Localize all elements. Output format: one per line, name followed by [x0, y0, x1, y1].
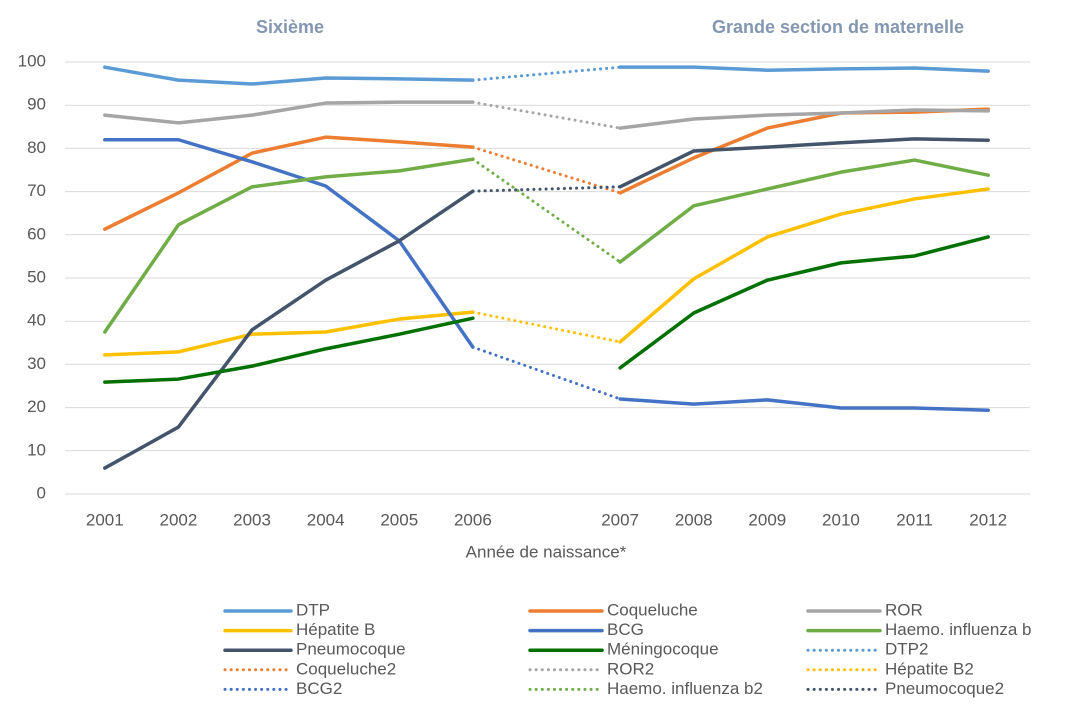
series-line — [471, 157, 622, 264]
series-line — [471, 65, 622, 82]
series-line — [471, 145, 622, 195]
series-line — [471, 185, 622, 193]
series-line — [103, 65, 990, 86]
y-tick-label: 40 — [27, 311, 46, 330]
series-line — [103, 187, 990, 357]
y-tick-label: 90 — [27, 95, 46, 114]
legend-label: BCG2 — [296, 679, 342, 698]
legend-label: BCG — [607, 620, 644, 639]
x-tick-label: 2006 — [454, 510, 492, 529]
x-tick-label: 2002 — [160, 510, 198, 529]
x-tick-label: 2007 — [601, 510, 639, 529]
series-line — [103, 138, 990, 412]
series-line — [471, 100, 622, 130]
series-line — [103, 235, 990, 384]
legend-label: Haemo. influenza b — [885, 620, 1031, 639]
legend-label: Haemo. influenza b2 — [607, 679, 763, 698]
legend-label: DTP — [296, 600, 330, 619]
x-tick-label: 2009 — [748, 510, 786, 529]
legend-label: Hépatite B2 — [885, 659, 974, 678]
x-axis-label: Année de naissance* — [466, 542, 627, 561]
legend-label: Pneumocoque — [296, 640, 406, 659]
series-line — [471, 310, 622, 344]
y-tick-label: 50 — [27, 267, 46, 286]
y-tick-label: 80 — [27, 138, 46, 157]
legend-label: Pneumocoque2 — [885, 679, 1004, 698]
series-line — [103, 100, 990, 130]
annotation: Grande section de maternelle — [712, 17, 964, 37]
x-tick-label: 2008 — [675, 510, 713, 529]
annotation: Sixième — [256, 17, 324, 37]
series-line — [103, 157, 990, 334]
legend-label: Méningocoque — [607, 640, 719, 659]
y-tick-label: 70 — [27, 181, 46, 200]
series-line — [471, 345, 622, 401]
x-tick-label: 2004 — [307, 510, 345, 529]
x-tick-label: 2012 — [969, 510, 1007, 529]
y-tick-label: 20 — [27, 397, 46, 416]
series-line — [103, 137, 990, 470]
x-tick-label: 2001 — [86, 510, 124, 529]
y-tick-label: 30 — [27, 354, 46, 373]
y-tick-label: 10 — [27, 440, 46, 459]
legend-label: Coqueluche2 — [296, 659, 396, 678]
x-tick-label: 2010 — [822, 510, 860, 529]
y-tick-label: 0 — [37, 483, 46, 502]
x-tick-label: 2005 — [380, 510, 418, 529]
legend-label: DTP2 — [885, 640, 928, 659]
y-tick-label: 100 — [18, 51, 46, 70]
legend-label: ROR — [885, 600, 923, 619]
x-tick-label: 2011 — [896, 510, 933, 529]
x-tick-label: 2003 — [233, 510, 271, 529]
y-tick-label: 60 — [27, 224, 46, 243]
legend-label: Coqueluche — [607, 600, 698, 619]
legend-label: ROR2 — [607, 659, 654, 678]
legend-label: Hépatite B — [296, 620, 375, 639]
